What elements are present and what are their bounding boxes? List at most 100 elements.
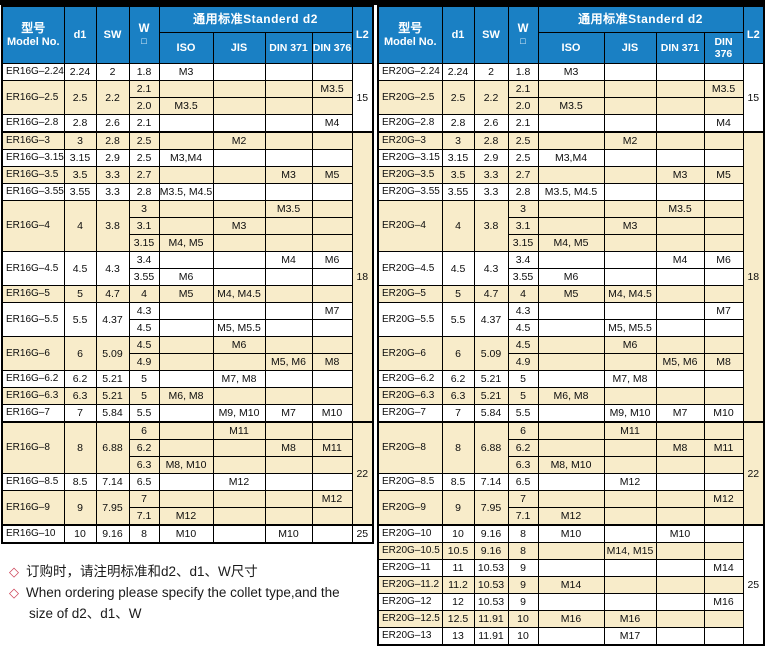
cell-sw: 5.09 <box>473 336 509 371</box>
cell-w: 6.2 <box>128 439 160 457</box>
cell-w: 6.2 <box>507 439 539 457</box>
cell-din376 <box>703 627 744 646</box>
cell-d1: 12.5 <box>441 610 475 628</box>
cell-model: ER20G–6.2 <box>377 370 443 388</box>
cell-sw: 2.2 <box>95 80 130 115</box>
cell-iso: M6, M8 <box>537 387 605 405</box>
cell-din376 <box>703 576 744 594</box>
table-row: ER16G–2.5 2.5 2.2 2.1 M3.5 <box>1 80 373 115</box>
cell-jis <box>212 200 266 218</box>
cell-jis <box>603 97 657 115</box>
cell-w: 5 <box>128 370 160 388</box>
cell-w: 6 <box>128 421 160 440</box>
cell-din371 <box>655 302 705 320</box>
cell-sw: 2.8 <box>95 131 130 150</box>
cell-jis <box>603 576 657 594</box>
cell-model: ER20G–5.5 <box>377 302 443 337</box>
cell-w: 1.8 <box>507 63 539 81</box>
cell-sw: 2.6 <box>95 114 130 133</box>
cell-model: ER16G–8 <box>1 421 65 474</box>
cell-din371: M3 <box>264 166 313 184</box>
cell-din371 <box>264 285 313 303</box>
cell-sw: 3.8 <box>95 200 130 252</box>
cell-iso: M3 <box>158 63 214 81</box>
cell-iso: M5 <box>158 285 214 303</box>
cell-din376 <box>311 336 353 354</box>
cell-model: ER16G–9 <box>1 490 65 526</box>
cell-din371 <box>264 507 313 526</box>
cell-din376 <box>703 542 744 560</box>
cell-jis <box>212 183 266 201</box>
cell-w: 2.7 <box>128 166 160 184</box>
cell-jis <box>212 507 266 526</box>
er16g-table: 型号 Model No. d1 SW W □ 通用标准Standerd d2 L… <box>1 5 375 544</box>
cell-sw: 11.91 <box>473 627 509 646</box>
cell-w: 6.3 <box>128 456 160 474</box>
cell-w: 7 <box>507 490 539 508</box>
table-row: 3.55 M6 <box>378 268 764 286</box>
cell-iso <box>537 593 605 611</box>
cell-iso: M4, M5 <box>158 234 214 252</box>
header-iso: ISO <box>537 32 605 64</box>
cell-jis <box>603 63 657 81</box>
table-row: ER20G–8 8 6.88 6 M11 22 <box>377 421 765 526</box>
cell-iso: M3,M4 <box>537 149 605 167</box>
cell-din376 <box>311 200 353 218</box>
cell-w: 4 <box>128 285 160 303</box>
cell-iso: M10 <box>158 524 214 544</box>
header-din376: DIN 376 <box>703 32 744 64</box>
cell-din371 <box>655 387 705 405</box>
cell-iso: M3,M4 <box>158 149 214 167</box>
cell-jis <box>603 166 657 184</box>
table-row: ER20G–3 3 2.8 2.5 M2 18 <box>377 131 765 423</box>
cell-iso <box>537 319 605 337</box>
cell-d1: 6 <box>441 336 475 371</box>
cell-w: 10 <box>507 627 539 646</box>
cell-w: 4.5 <box>507 336 539 354</box>
cell-w: 2.8 <box>507 183 539 201</box>
cell-w: 2.5 <box>128 149 160 167</box>
cell-d1: 4.5 <box>63 251 97 286</box>
table-row: ER20G–6.2 6.2 5.21 5 M7, M8 <box>377 370 764 388</box>
cell-din371 <box>264 456 313 474</box>
cell-d1: 7 <box>63 404 97 423</box>
cell-w: 4.5 <box>507 319 539 337</box>
header-sw: SW <box>473 5 509 64</box>
cell-iso <box>537 166 605 184</box>
cell-iso <box>537 80 605 98</box>
cell-jis <box>212 439 266 457</box>
cell-din376 <box>311 387 353 405</box>
cell-jis: M6 <box>603 336 657 354</box>
cell-jis <box>603 200 657 218</box>
cell-d1: 8 <box>63 421 97 474</box>
cell-din371: M3.5 <box>655 200 705 218</box>
table-row: 2.0 M3.5 <box>378 97 764 115</box>
header-din376: DIN 376 <box>311 32 353 64</box>
cell-model: ER16G–3.15 <box>1 149 65 167</box>
cell-jis <box>212 302 266 320</box>
cell-din371 <box>655 610 705 628</box>
cell-din371: M8 <box>655 439 705 457</box>
cell-din376 <box>703 149 744 167</box>
square-icon: □ <box>520 36 526 46</box>
cell-din376 <box>703 319 744 337</box>
cell-l2: 22 <box>742 421 765 526</box>
catalog-tables: 型号 Model No. d1 SW W □ 通用标准Standerd d2 L… <box>0 5 765 646</box>
cell-din371 <box>264 319 313 337</box>
cell-w: 3.15 <box>128 234 160 252</box>
cell-w: 9 <box>507 576 539 594</box>
cell-w: 8 <box>128 524 160 544</box>
cell-sw: 3.8 <box>473 200 509 252</box>
cell-w: 4.9 <box>507 353 539 371</box>
cell-din376 <box>703 268 744 286</box>
cell-model: ER16G–2.8 <box>1 114 65 133</box>
cell-din376 <box>311 217 353 235</box>
cell-sw: 4.7 <box>473 285 509 303</box>
cell-iso: M8, M10 <box>158 456 214 474</box>
table-row: ER16G–2.8 2.8 2.6 2.1 M4 <box>1 114 373 133</box>
er20g-column: 型号 Model No. d1 SW W □ 通用标准Standerd d2 L… <box>377 5 765 646</box>
cell-sw: 11.91 <box>473 610 509 628</box>
cell-w: 7.1 <box>507 507 539 526</box>
cell-d1: 6.2 <box>63 370 97 388</box>
cell-din376: M11 <box>311 439 353 457</box>
